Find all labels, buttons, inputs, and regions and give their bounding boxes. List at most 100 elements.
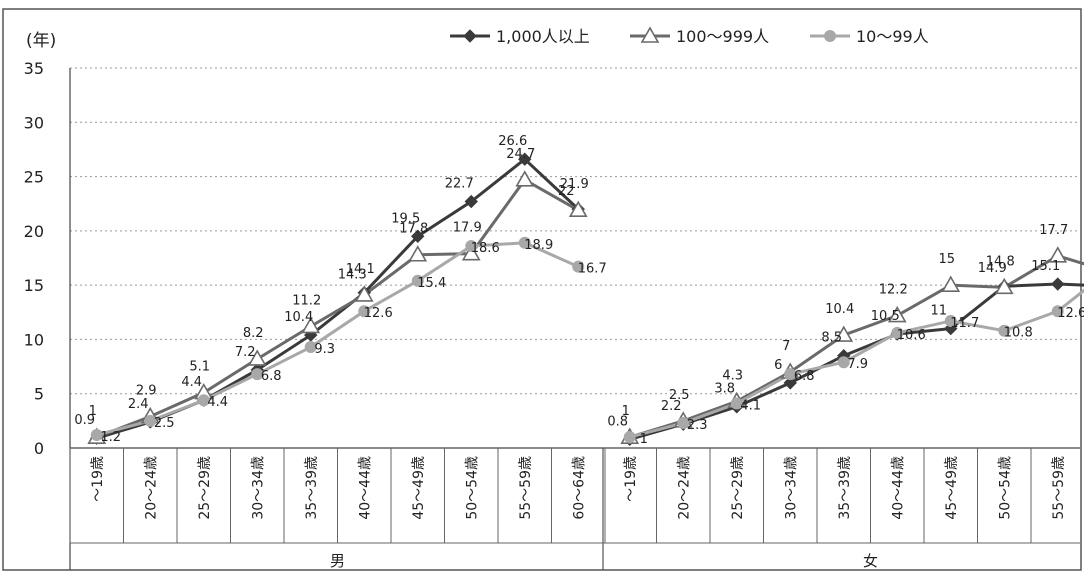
data-point-circle <box>944 314 957 327</box>
data-label: 6 <box>774 358 782 373</box>
data-label: 7.2 <box>235 345 256 360</box>
legend: 1,000人以上 100～999人 10～99人 <box>450 26 929 46</box>
data-point-circle <box>998 324 1011 337</box>
category-label: 40～44歳 <box>357 456 373 520</box>
category-label: 20～24歳 <box>676 456 692 520</box>
data-label: 11 <box>930 304 947 319</box>
axes: 0 5 10 15 20 25 30 35 ～19歳 20～24歳 25～29歳 30～34歳 35～3… <box>24 59 1080 570</box>
category-label: ～19歳 <box>623 456 639 502</box>
data-label: 21.9 <box>560 177 589 192</box>
data-point-circle <box>90 428 103 441</box>
y-tick-label: 20 <box>24 222 44 241</box>
chart-border <box>2 8 1082 571</box>
data-point-diamond <box>463 29 477 43</box>
data-label: 14.8 <box>986 254 1015 269</box>
data-label: 2.3 <box>687 418 708 433</box>
data-label: 6.8 <box>261 369 282 384</box>
y-tick-label: 35 <box>24 59 44 78</box>
category-label: 55～59歳 <box>518 456 534 520</box>
data-label: 14.1 <box>346 262 375 277</box>
data-point-diamond <box>783 376 797 390</box>
y-tick-label: 25 <box>24 168 44 187</box>
grid <box>70 67 1080 395</box>
data-point-circle <box>677 417 690 430</box>
legend-label: 10～99人 <box>856 27 929 46</box>
y-tick-label: 30 <box>24 113 44 132</box>
data-point-triangle <box>247 349 267 366</box>
data-label: 15 <box>938 252 955 267</box>
data-point-circle <box>784 368 797 381</box>
category-label: 60～64歳 <box>571 456 587 520</box>
data-label: 12.2 <box>879 283 908 298</box>
data-label: 14.9 <box>978 261 1007 276</box>
data-point-triangle <box>994 277 1014 295</box>
data-point-triangle <box>354 285 374 302</box>
legend-label: 100～999人 <box>676 27 769 46</box>
data-point-triangle <box>941 275 961 292</box>
series-line <box>629 288 1084 439</box>
series-line <box>96 241 579 437</box>
data-point-triangle <box>408 245 428 262</box>
data-label: 9.3 <box>314 342 335 357</box>
category-label: 30～34歳 <box>783 456 799 520</box>
series-line <box>629 254 1084 439</box>
data-labels: 0.92.44.47.210.414.319.522.726.6220.82.2… <box>74 134 1084 447</box>
data-label: 10.5 <box>871 309 900 324</box>
data-point-diamond <box>1051 277 1065 291</box>
data-point-diamond <box>464 194 478 209</box>
data-label: 4.1 <box>740 398 761 413</box>
y-tick-label: 10 <box>24 330 44 349</box>
data-label: 10.4 <box>284 310 313 325</box>
data-label: 2.4 <box>128 397 149 412</box>
data-label: 17.9 <box>453 221 482 236</box>
data-point-circle <box>518 236 531 249</box>
data-point-triangle <box>568 200 588 218</box>
y-tick-label: 5 <box>34 385 44 404</box>
data-label: 0.9 <box>74 413 95 428</box>
data-point-diamond <box>518 152 532 166</box>
data-label: 1 <box>89 404 97 419</box>
data-label: 4.4 <box>181 375 202 390</box>
data-label: 16.7 <box>578 262 607 277</box>
data-point-triangle <box>887 305 907 323</box>
series-line <box>96 177 579 439</box>
data-label: 15.1 <box>1031 259 1060 274</box>
data-label: 7.9 <box>847 357 868 372</box>
y-tick-label: 15 <box>24 276 44 295</box>
data-label: 26.6 <box>498 134 527 149</box>
data-label: 2.5 <box>154 416 175 431</box>
data-point-circle <box>572 260 585 273</box>
y-axis-unit-label: (年) <box>26 31 56 51</box>
series <box>87 152 1084 447</box>
data-label: 17.8 <box>399 222 428 237</box>
data-point-circle <box>891 326 904 339</box>
category-label: 45～49歳 <box>944 456 960 520</box>
legend-label: 1,000人以上 <box>496 27 590 46</box>
data-label: 6.8 <box>794 369 815 384</box>
category-label: 20～24歳 <box>143 456 159 520</box>
data-label: 24.7 <box>506 147 535 162</box>
data-label: 4.4 <box>207 395 228 410</box>
data-point-diamond <box>411 229 425 243</box>
data-point-circle <box>144 414 157 427</box>
category-label: 45～49歳 <box>411 456 427 520</box>
data-point-triangle <box>640 26 660 43</box>
category-label: 25～29歳 <box>730 456 746 520</box>
data-point-circle <box>411 274 424 287</box>
data-point-circle <box>304 341 317 354</box>
data-label: 18.9 <box>524 238 553 253</box>
data-point-circle <box>730 397 743 410</box>
data-label: 2.5 <box>669 388 690 403</box>
data-label: 10.6 <box>897 328 926 343</box>
data-label: 17.7 <box>1039 223 1068 238</box>
data-label: 3.8 <box>714 382 735 397</box>
data-label: 14.3 <box>338 268 367 283</box>
data-point-triangle <box>461 244 481 261</box>
data-point-triangle <box>834 325 854 342</box>
data-point-circle <box>623 431 636 444</box>
data-point-circle <box>358 305 371 318</box>
data-label: 11.2 <box>292 293 321 308</box>
data-point-triangle <box>1048 246 1068 263</box>
category-label: 50～54歳 <box>997 456 1013 520</box>
